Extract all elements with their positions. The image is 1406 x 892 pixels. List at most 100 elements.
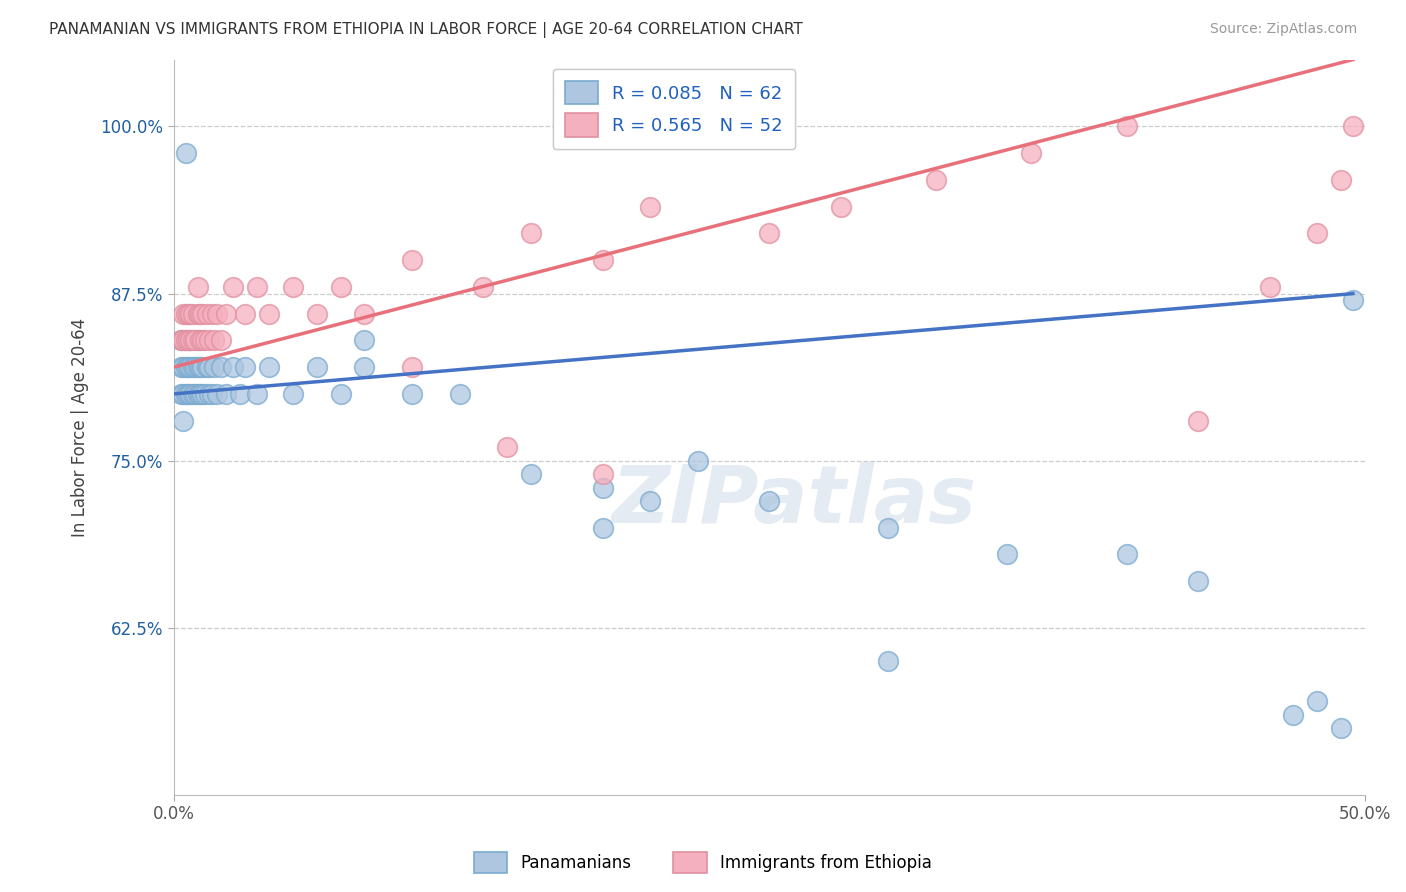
Point xyxy=(170,334,193,348)
Point xyxy=(592,481,614,495)
Point xyxy=(174,334,197,348)
Text: PANAMANIAN VS IMMIGRANTS FROM ETHIOPIA IN LABOR FORCE | AGE 20-64 CORRELATION CH: PANAMANIAN VS IMMIGRANTS FROM ETHIOPIA I… xyxy=(49,22,803,38)
Point xyxy=(592,467,614,482)
Point xyxy=(177,334,200,348)
Legend: Panamanians, Immigrants from Ethiopia: Panamanians, Immigrants from Ethiopia xyxy=(467,846,939,880)
Point xyxy=(401,387,423,401)
Point xyxy=(1115,547,1137,561)
Point xyxy=(181,334,204,348)
Point xyxy=(329,387,352,401)
Point xyxy=(170,387,193,401)
Point xyxy=(520,227,543,241)
Point xyxy=(1330,173,1353,187)
Point xyxy=(170,334,193,348)
Point xyxy=(1115,120,1137,134)
Point xyxy=(1306,694,1329,708)
Point xyxy=(172,360,194,375)
Point xyxy=(181,360,204,375)
Point xyxy=(472,280,495,294)
Point xyxy=(638,494,661,508)
Point xyxy=(201,307,224,321)
Point xyxy=(638,200,661,214)
Point xyxy=(194,387,217,401)
Point xyxy=(181,387,204,401)
Point xyxy=(830,200,852,214)
Point xyxy=(191,334,214,348)
Point xyxy=(1021,146,1043,161)
Point xyxy=(202,360,225,375)
Point xyxy=(179,334,201,348)
Point xyxy=(187,280,209,294)
Point xyxy=(194,334,217,348)
Point xyxy=(305,307,328,321)
Point xyxy=(179,334,201,348)
Point xyxy=(205,387,228,401)
Point xyxy=(188,360,211,375)
Point xyxy=(246,387,269,401)
Point xyxy=(257,307,280,321)
Point xyxy=(205,307,228,321)
Point xyxy=(179,360,201,375)
Point xyxy=(1306,227,1329,241)
Point xyxy=(925,173,948,187)
Point xyxy=(246,280,269,294)
Point xyxy=(758,227,780,241)
Point xyxy=(172,334,194,348)
Point xyxy=(188,334,211,348)
Point xyxy=(997,547,1019,561)
Point xyxy=(172,307,194,321)
Point xyxy=(592,253,614,268)
Point xyxy=(401,360,423,375)
Point xyxy=(184,334,207,348)
Point xyxy=(179,387,201,401)
Point xyxy=(181,307,204,321)
Point xyxy=(179,307,201,321)
Point xyxy=(1341,293,1364,308)
Point xyxy=(758,494,780,508)
Point xyxy=(233,307,256,321)
Point xyxy=(198,334,221,348)
Point xyxy=(401,253,423,268)
Point xyxy=(257,360,280,375)
Point xyxy=(1330,721,1353,735)
Point xyxy=(215,387,238,401)
Point xyxy=(174,146,197,161)
Legend: R = 0.085   N = 62, R = 0.565   N = 52: R = 0.085 N = 62, R = 0.565 N = 52 xyxy=(553,69,796,149)
Point xyxy=(222,360,245,375)
Point xyxy=(209,360,232,375)
Point xyxy=(198,387,221,401)
Y-axis label: In Labor Force | Age 20-64: In Labor Force | Age 20-64 xyxy=(72,318,89,537)
Point xyxy=(1341,120,1364,134)
Point xyxy=(191,387,214,401)
Point xyxy=(353,360,375,375)
Point xyxy=(177,360,200,375)
Point xyxy=(187,360,209,375)
Text: Source: ZipAtlas.com: Source: ZipAtlas.com xyxy=(1209,22,1357,37)
Point xyxy=(520,467,543,482)
Point xyxy=(177,387,200,401)
Point xyxy=(1187,574,1209,588)
Point xyxy=(353,334,375,348)
Point xyxy=(215,307,238,321)
Point xyxy=(195,360,218,375)
Point xyxy=(188,387,211,401)
Point xyxy=(174,387,197,401)
Point xyxy=(174,307,197,321)
Point xyxy=(191,360,214,375)
Point xyxy=(188,307,211,321)
Point xyxy=(877,654,900,668)
Point xyxy=(281,280,304,294)
Point xyxy=(195,307,218,321)
Point xyxy=(281,387,304,401)
Text: ZIPatlas: ZIPatlas xyxy=(610,462,976,540)
Point xyxy=(229,387,252,401)
Point xyxy=(187,387,209,401)
Point xyxy=(877,521,900,535)
Point xyxy=(1258,280,1281,294)
Point xyxy=(202,334,225,348)
Point xyxy=(177,307,200,321)
Point xyxy=(496,441,519,455)
Point xyxy=(198,360,221,375)
Point xyxy=(187,307,209,321)
Point xyxy=(233,360,256,375)
